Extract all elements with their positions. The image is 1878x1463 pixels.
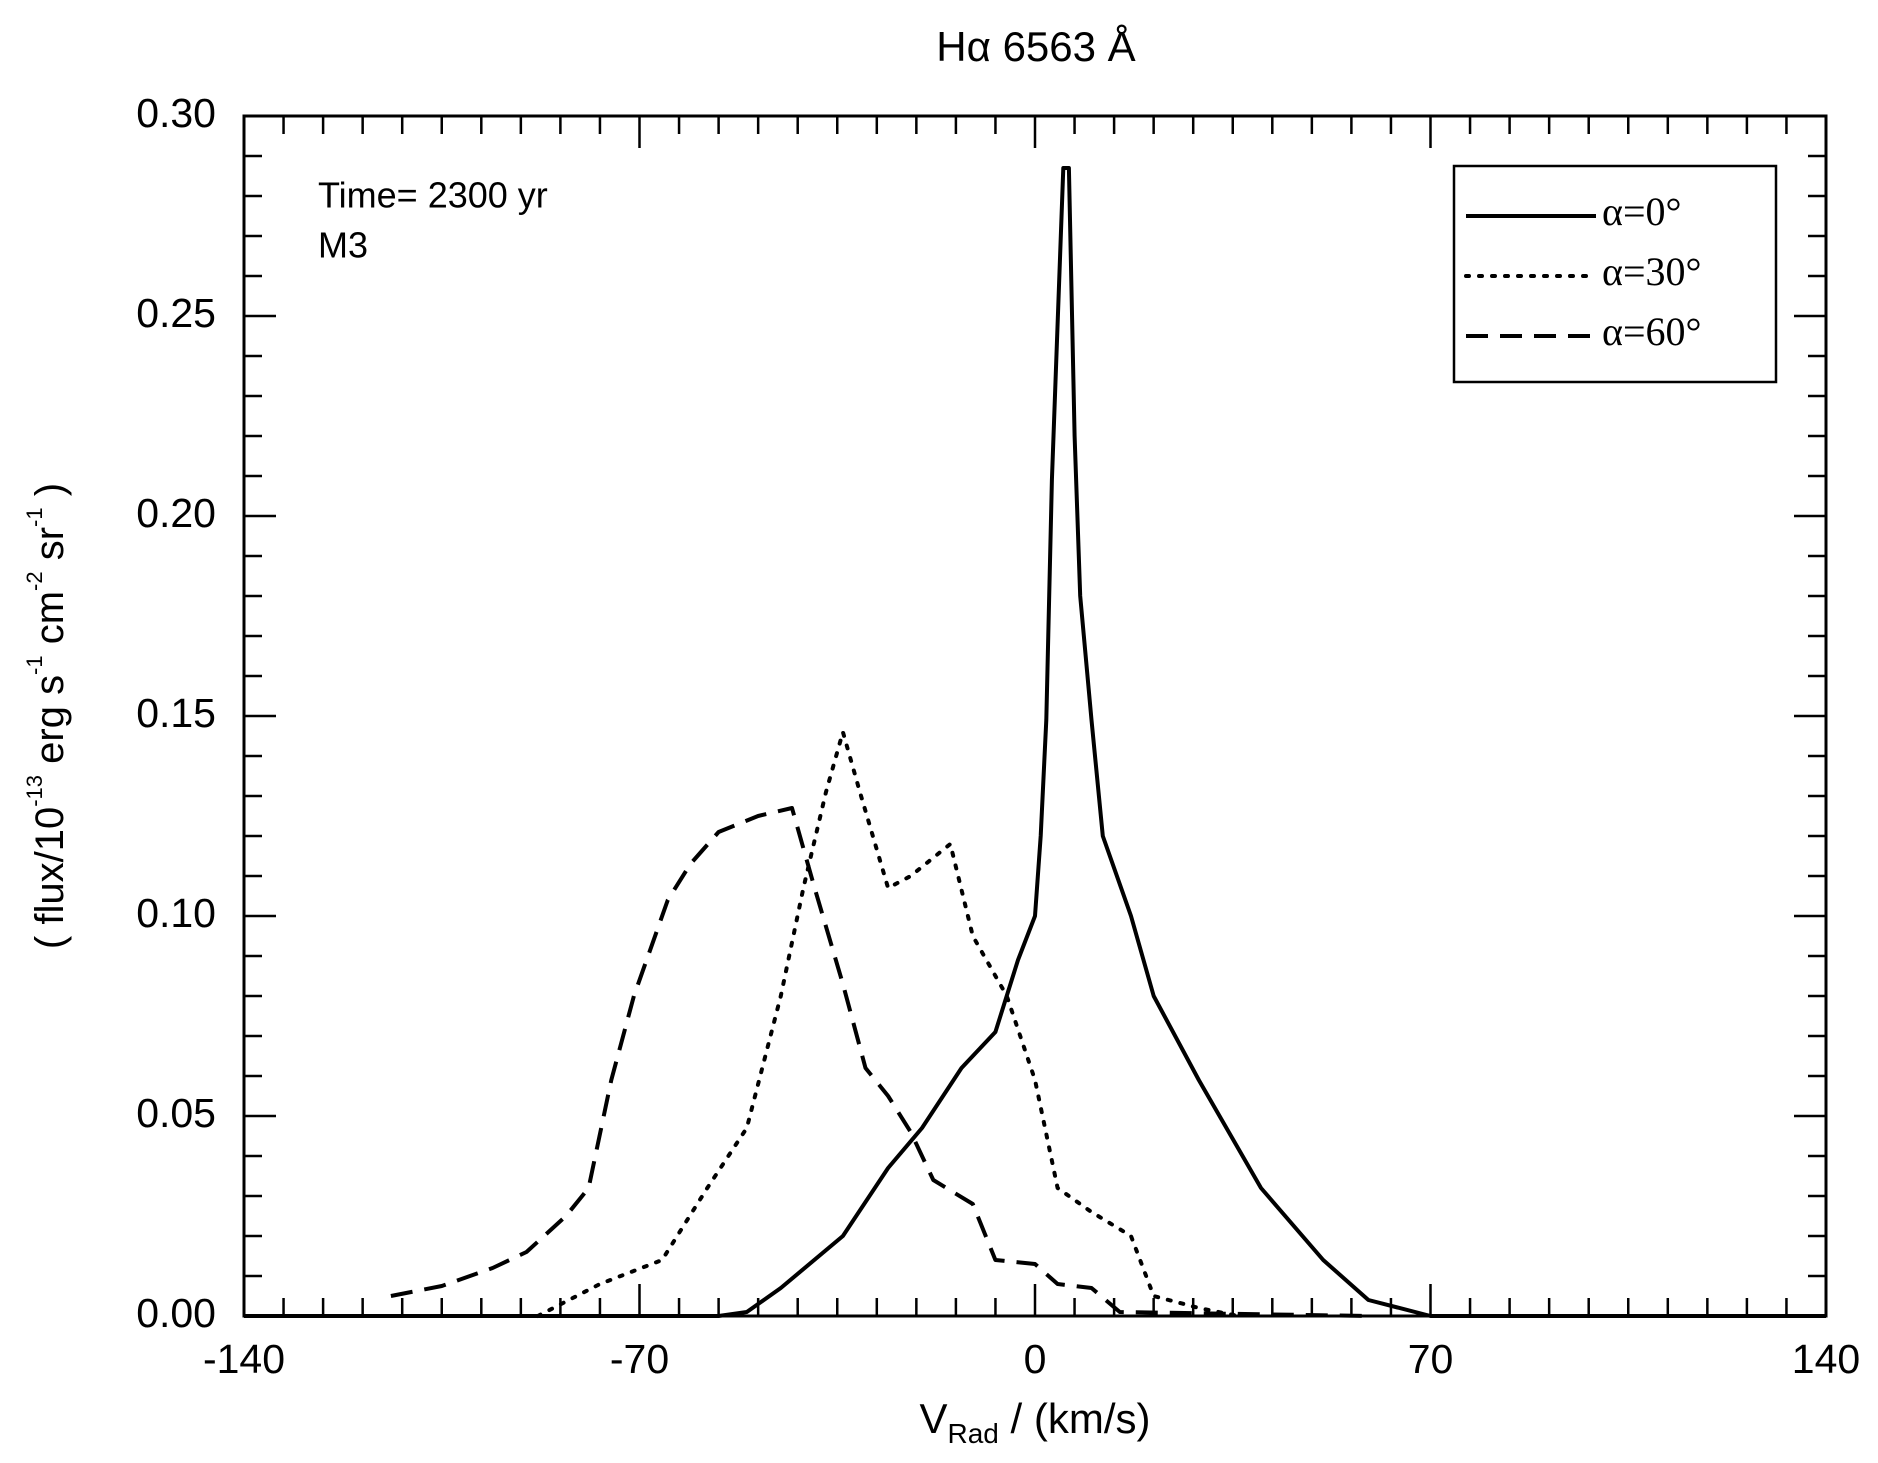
- series-line: [390, 806, 1369, 1318]
- y-axis-label: ( flux/10-13 erg s-1 cm-2 sr-1 ): [22, 483, 72, 949]
- series-line: [535, 730, 1241, 1318]
- y-tick-label: 0.00: [136, 1290, 216, 1336]
- legend-label: α=0°: [1602, 189, 1682, 234]
- x-tick-label: -140: [203, 1336, 285, 1382]
- y-label-sup: -2: [22, 571, 47, 591]
- x-label-part: / (km/s): [999, 1395, 1151, 1442]
- x-tick-label: 140: [1792, 1336, 1860, 1382]
- y-tick-label: 0.20: [136, 490, 216, 536]
- y-label-part: ): [28, 483, 72, 507]
- y-label-part: ( flux/10: [28, 807, 72, 949]
- y-label-sup: -1: [22, 507, 47, 527]
- legend-label: α=30°: [1602, 249, 1702, 294]
- y-label-sup: -13: [22, 775, 47, 807]
- x-tick-label: -70: [610, 1336, 669, 1382]
- y-label-part: erg s: [28, 675, 72, 775]
- series-line: [244, 166, 1826, 1318]
- x-label-part: V: [919, 1395, 947, 1442]
- y-tick-label: 0.10: [136, 890, 216, 936]
- y-tick-label: 0.30: [136, 90, 216, 136]
- y-tick-label: 0.15: [136, 690, 216, 736]
- x-tick-label: 70: [1408, 1336, 1454, 1382]
- x-label-sub: Rad: [948, 1418, 999, 1449]
- x-tick-label: 0: [1024, 1336, 1047, 1382]
- annotation: M3: [318, 225, 368, 266]
- y-label-part: sr: [28, 527, 72, 571]
- legend-label: α=60°: [1602, 309, 1702, 354]
- x-axis-label: VRad / (km/s): [919, 1395, 1150, 1449]
- annotation: Time= 2300 yr: [318, 175, 548, 216]
- chart-title: Hα 6563 Å: [936, 23, 1135, 70]
- y-tick-label: 0.05: [136, 1090, 216, 1136]
- y-tick-label: 0.25: [136, 290, 216, 336]
- y-label-sup: -1: [22, 655, 47, 675]
- y-label-part: cm: [28, 591, 72, 655]
